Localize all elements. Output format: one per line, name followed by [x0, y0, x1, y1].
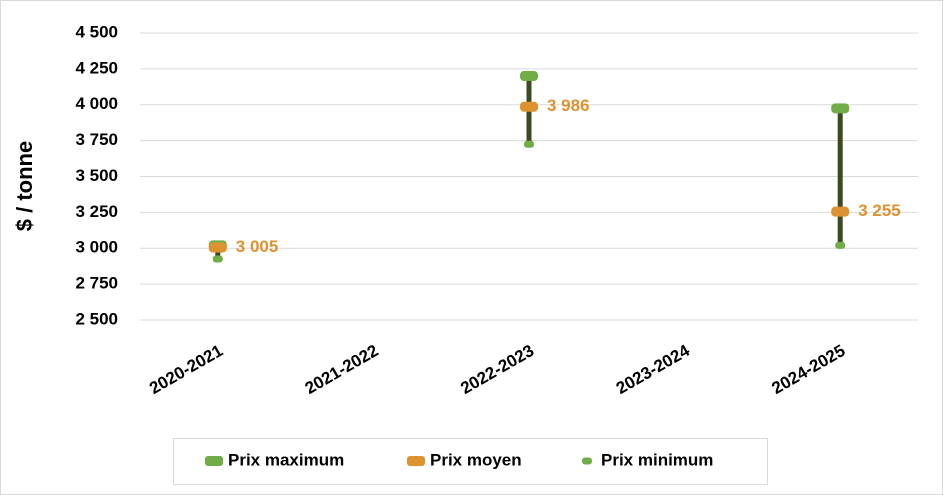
y-tick-label: 2 750: [75, 274, 118, 293]
legend-swatch: [582, 457, 592, 465]
y-tick-label: 3 500: [75, 166, 118, 185]
legend-swatch: [205, 456, 223, 466]
legend-box: [173, 438, 768, 485]
data-label: 3 255: [858, 201, 901, 220]
max-marker: [831, 103, 850, 114]
min-marker: [212, 255, 223, 263]
min-marker: [835, 241, 846, 249]
y-tick-label: 4 500: [75, 22, 118, 41]
max-marker: [520, 71, 538, 82]
legend-label: Prix moyen: [430, 450, 522, 469]
y-tick-label: 4 250: [75, 58, 118, 77]
mean-marker: [520, 101, 538, 112]
y-tick-label: 3 750: [75, 130, 118, 149]
legend-label: Prix minimum: [601, 450, 713, 469]
data-label: 3 005: [236, 237, 279, 256]
y-tick-label: 4 000: [75, 94, 118, 113]
y-axis-label: $ / tonne: [12, 141, 37, 231]
legend-label: Prix maximum: [228, 450, 344, 469]
legend-swatch: [407, 456, 425, 466]
min-marker: [524, 140, 534, 148]
y-tick-label: 3 250: [75, 202, 118, 221]
mean-marker: [208, 242, 227, 253]
y-tick-label: 2 500: [75, 309, 118, 328]
mean-marker: [831, 206, 850, 217]
y-tick-label: 3 000: [75, 238, 118, 257]
data-label: 3 986: [547, 96, 590, 115]
